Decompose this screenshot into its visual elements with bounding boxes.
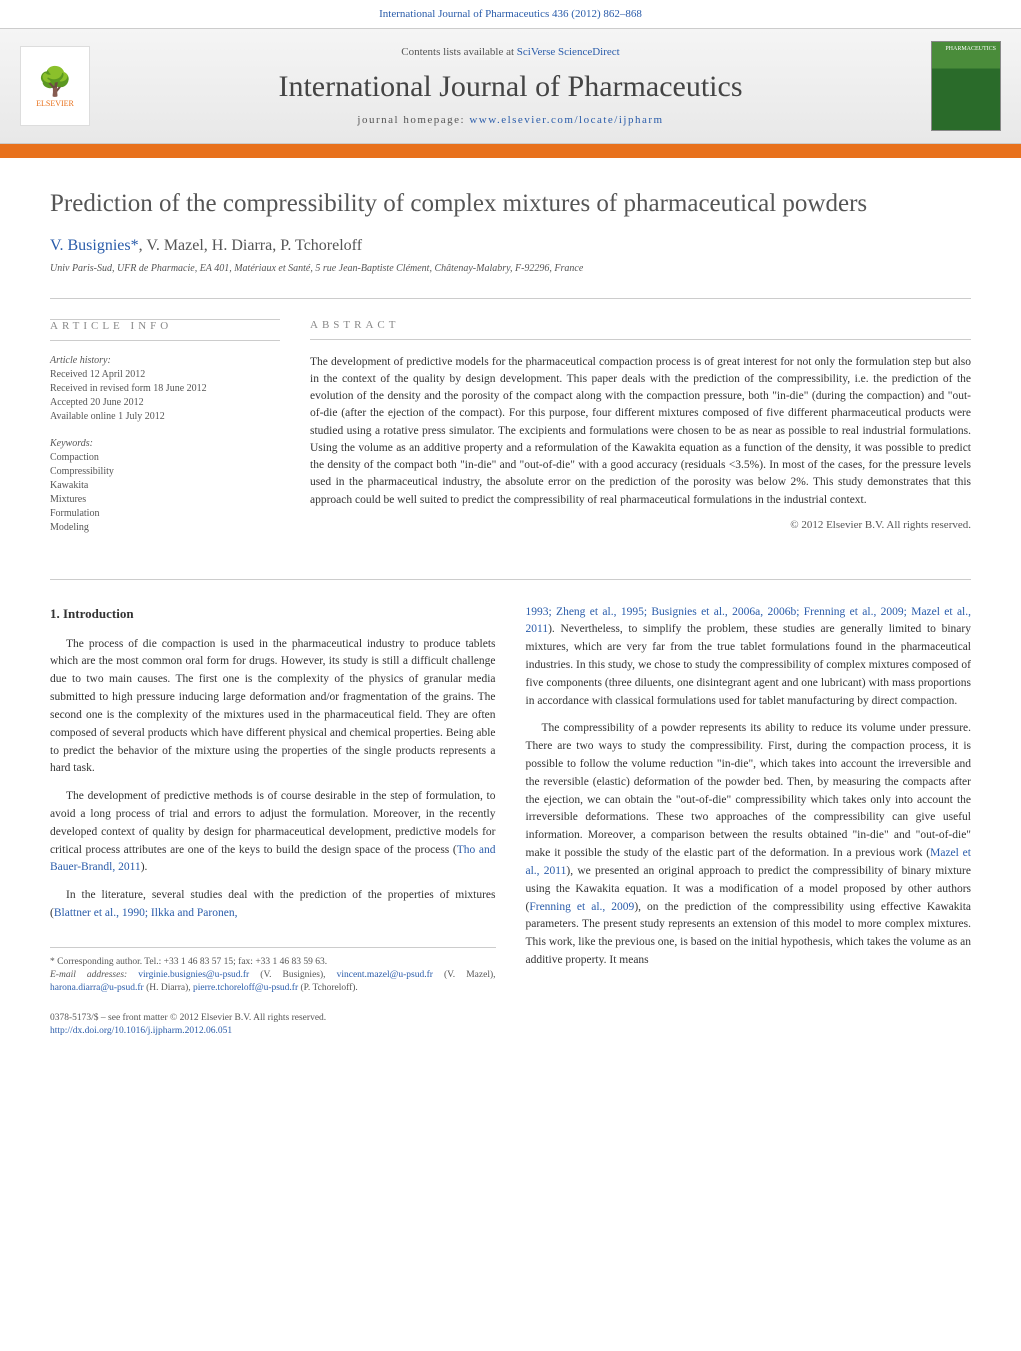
corresponding-note: * Corresponding author. Tel.: +33 1 46 8… — [50, 956, 496, 969]
masthead: 🌳 ELSEVIER Contents lists available at S… — [0, 28, 1021, 144]
keyword: Compaction — [50, 451, 280, 465]
paragraph: The process of die compaction is used in… — [50, 636, 496, 779]
journal-name: International Journal of Pharmaceutics — [90, 70, 931, 104]
history-line: Received 12 April 2012 — [50, 368, 280, 382]
email-link[interactable]: pierre.tchoreloff@u-psud.fr — [193, 983, 298, 993]
left-column: 1. Introduction The process of die compa… — [50, 604, 496, 1039]
tree-icon: 🌳 — [38, 65, 73, 99]
email-link[interactable]: harona.diarra@u-psud.fr — [50, 983, 144, 993]
elsevier-label: ELSEVIER — [36, 99, 74, 108]
paragraph: The compressibility of a powder represen… — [526, 720, 972, 969]
section-heading: 1. Introduction — [50, 604, 496, 624]
journal-ref-link[interactable]: International Journal of Pharmaceutics 4… — [379, 8, 642, 20]
corresponding-marker[interactable]: * — [131, 237, 139, 254]
email-link[interactable]: virginie.busignies@u-psud.fr — [138, 970, 249, 980]
citation-link[interactable]: Frenning et al., 2009 — [529, 901, 634, 913]
journal-reference-bar: International Journal of Pharmaceutics 4… — [0, 0, 1021, 28]
abstract-copyright: © 2012 Elsevier B.V. All rights reserved… — [310, 519, 971, 531]
article-title: Prediction of the compressibility of com… — [50, 188, 971, 221]
affiliation: Univ Paris-Sud, UFR de Pharmacie, EA 401… — [50, 263, 971, 274]
citation-link[interactable]: Blattner et al., 1990; Ilkka and Paronen… — [54, 907, 238, 919]
homepage-line: journal homepage: www.elsevier.com/locat… — [90, 114, 931, 126]
keyword: Kawakita — [50, 479, 280, 493]
paragraph: 1993; Zheng et al., 1995; Busignies et a… — [526, 604, 972, 711]
keywords-label: Keywords: — [50, 438, 280, 449]
authors: V. Busignies*, V. Mazel, H. Diarra, P. T… — [50, 237, 971, 255]
paragraph: In the literature, several studies deal … — [50, 887, 496, 923]
issn-line: 0378-5173/$ – see front matter © 2012 El… — [50, 1012, 496, 1025]
history-line: Received in revised form 18 June 2012 — [50, 382, 280, 396]
article-info: ARTICLE INFO Article history: Received 1… — [50, 319, 280, 549]
keywords-block: Keywords: Compaction Compressibility Kaw… — [50, 438, 280, 535]
body-columns: 1. Introduction The process of die compa… — [50, 579, 971, 1039]
footer-meta: 0378-5173/$ – see front matter © 2012 El… — [50, 1012, 496, 1039]
contents-line: Contents lists available at SciVerse Sci… — [90, 46, 931, 58]
abstract-section: ABSTRACT The development of predictive m… — [310, 319, 971, 549]
journal-cover-thumb[interactable]: PHARMACEUTICS — [931, 41, 1001, 131]
history-line: Available online 1 July 2012 — [50, 410, 280, 424]
doi-link[interactable]: http://dx.doi.org/10.1016/j.ijpharm.2012… — [50, 1026, 232, 1036]
footnotes: * Corresponding author. Tel.: +33 1 46 8… — [50, 947, 496, 996]
article-body: Prediction of the compressibility of com… — [0, 158, 1021, 1068]
elsevier-logo[interactable]: 🌳 ELSEVIER — [20, 46, 90, 126]
history-block: Article history: Received 12 April 2012 … — [50, 355, 280, 424]
right-column: 1993; Zheng et al., 1995; Busignies et a… — [526, 604, 972, 1039]
info-abstract-row: ARTICLE INFO Article history: Received 1… — [50, 298, 971, 549]
homepage-link[interactable]: www.elsevier.com/locate/ijpharm — [469, 114, 663, 126]
history-label: Article history: — [50, 355, 280, 366]
history-line: Accepted 20 June 2012 — [50, 396, 280, 410]
paragraph: The development of predictive methods is… — [50, 788, 496, 877]
email-line: E-mail addresses: virginie.busignies@u-p… — [50, 969, 496, 996]
keyword: Compressibility — [50, 465, 280, 479]
abstract-text: The development of predictive models for… — [310, 354, 971, 509]
keyword: Mixtures — [50, 493, 280, 507]
masthead-center: Contents lists available at SciVerse Sci… — [90, 46, 931, 126]
accent-bar — [0, 144, 1021, 158]
sciencedirect-link[interactable]: SciVerse ScienceDirect — [517, 46, 620, 58]
email-link[interactable]: vincent.mazel@u-psud.fr — [337, 970, 433, 980]
keyword: Formulation — [50, 507, 280, 521]
info-heading: ARTICLE INFO — [50, 320, 280, 341]
keyword: Modeling — [50, 521, 280, 535]
author-link[interactable]: V. Busignies — [50, 237, 131, 254]
abstract-heading: ABSTRACT — [310, 319, 971, 340]
